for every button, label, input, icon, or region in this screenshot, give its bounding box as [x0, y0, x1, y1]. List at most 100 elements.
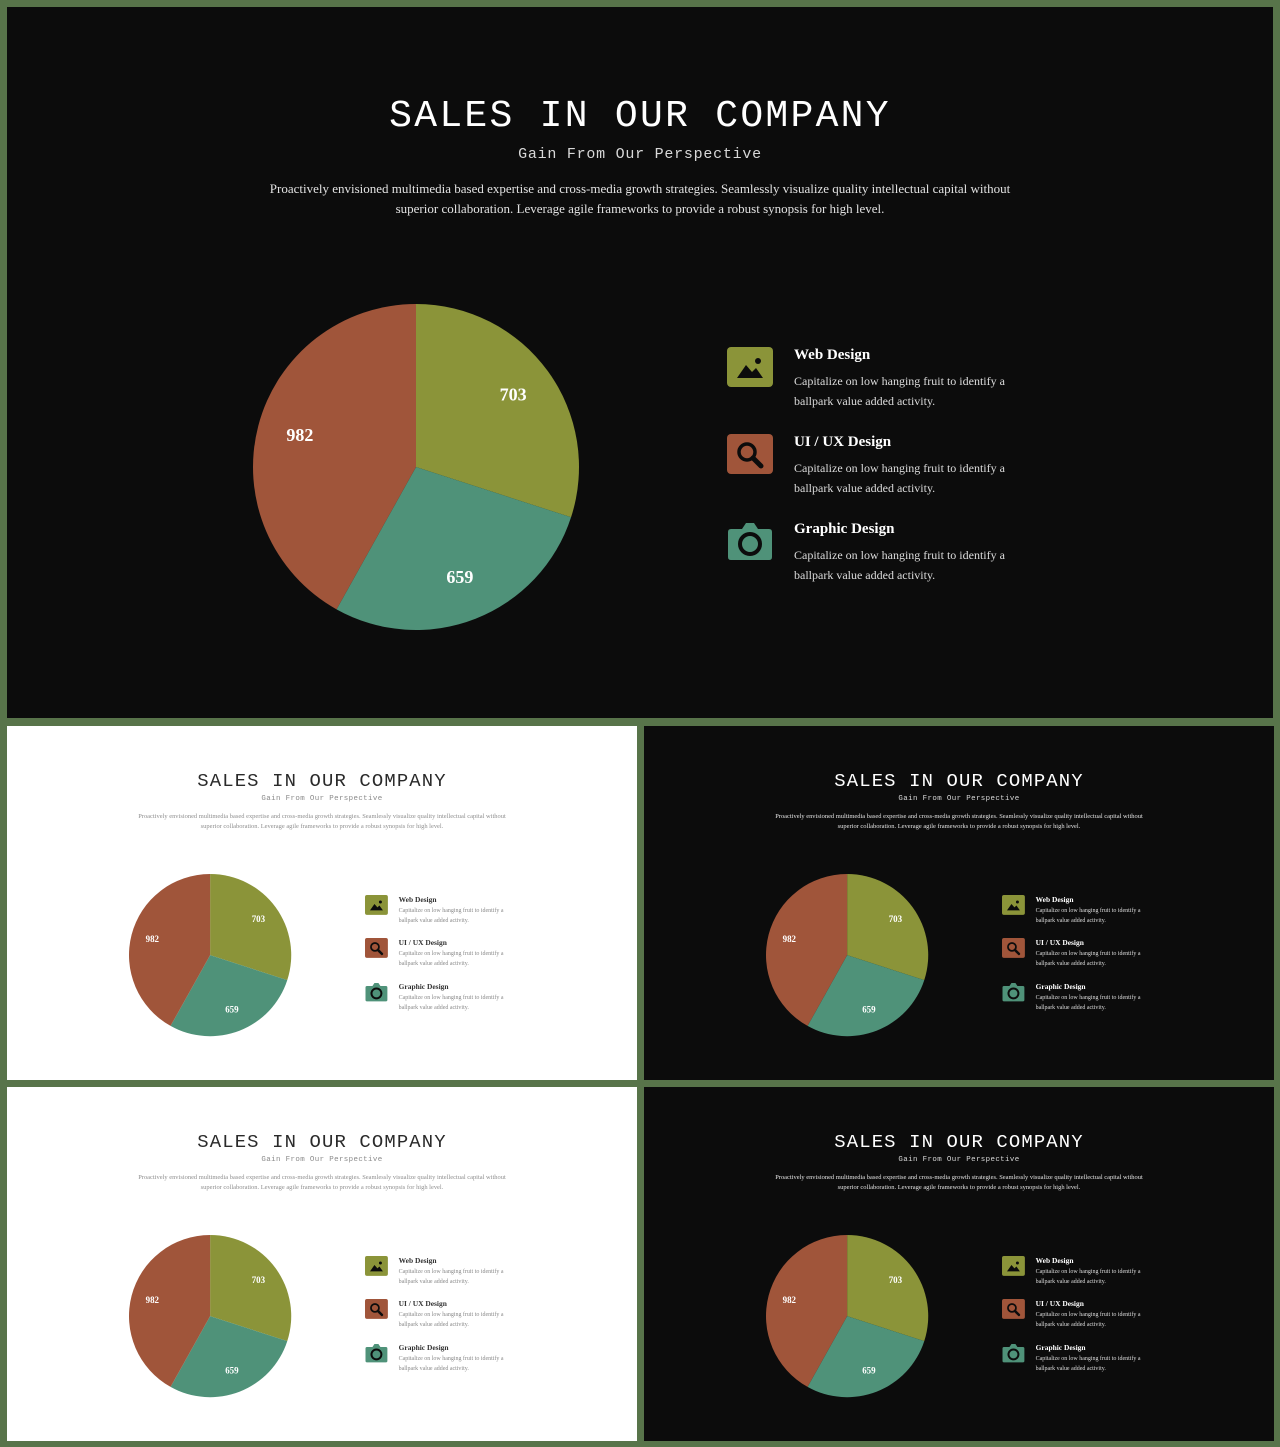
slide-description: Proactively envisioned multimedia based … — [775, 812, 1143, 830]
image-icon — [365, 895, 389, 916]
thumbnail-slide-2: SALES IN OUR COMPANY Gain From Our Perspe… — [644, 726, 1274, 1080]
slide-subtitle: Gain From Our Perspective — [898, 795, 1020, 804]
thumbnail-slide-3: SALES IN OUR COMPANY Gain From Our Perspe… — [7, 1087, 637, 1441]
pie-slice-graphic-design — [170, 1315, 288, 1398]
slide-subtitle: Gain From Our Perspective — [898, 1156, 1020, 1165]
legend-title: Web Design — [1035, 1256, 1074, 1266]
image-icon — [365, 1256, 389, 1277]
slide-description: Proactively envisioned multimedia based … — [138, 1173, 506, 1191]
pie-slice-web-design — [210, 1234, 292, 1341]
pie-data-label: 659 — [226, 1366, 240, 1376]
pie-data-label: 703 — [252, 1275, 266, 1285]
legend-description: Capitalize on low hanging fruit to ident… — [398, 908, 504, 925]
legend-description: Capitalize on low hanging fruit to ident… — [1035, 951, 1141, 968]
legend-title: Graphic Design — [1035, 1342, 1086, 1352]
camera-icon — [1002, 1343, 1025, 1363]
pie-slice-graphic-design — [807, 1315, 925, 1398]
legend-description: Capitalize on low hanging fruit to ident… — [398, 1312, 504, 1329]
pie-data-label: 659 — [863, 1005, 877, 1015]
camera-icon — [1002, 982, 1025, 1002]
legend-description: Capitalize on low hanging fruit to ident… — [398, 951, 504, 968]
camera-icon — [365, 982, 388, 1002]
legend-description: Capitalize on low hanging fruit to ident… — [1035, 1269, 1141, 1286]
legend-title: UI / UX Design — [1035, 1299, 1084, 1309]
pie-slice-ui-ux-design — [129, 1234, 211, 1387]
pie-data-label: 659 — [863, 1366, 877, 1376]
pie-data-label: 703 — [889, 1275, 903, 1285]
pie-data-label: 659 — [226, 1005, 240, 1015]
legend-description: Capitalize on low hanging fruit to ident… — [398, 994, 504, 1011]
search-icon — [1002, 938, 1026, 959]
pie-data-label: 982 — [286, 425, 313, 445]
pie-slice-ui-ux-design — [253, 304, 416, 610]
pie-chart: 703 659 982 — [766, 873, 929, 1037]
legend-description: Capitalize on low hanging fruit to ident… — [794, 548, 1005, 582]
pie-data-label: 659 — [446, 567, 473, 587]
camera-icon — [365, 1343, 388, 1363]
slide-title: SALES IN OUR COMPANY — [834, 1130, 1084, 1153]
image-icon — [727, 347, 773, 387]
legend-title: Graphic Design — [794, 521, 895, 537]
slide-title: SALES IN OUR COMPANY — [197, 1130, 447, 1153]
pie-data-label: 703 — [500, 385, 527, 405]
pie-data-label: 982 — [783, 934, 797, 944]
thumbnail-slide-1: SALES IN OUR COMPANY Gain From Our Perspe… — [7, 726, 637, 1080]
legend-title: Graphic Design — [398, 981, 449, 991]
pie-chart: 703 659 982 — [766, 1234, 929, 1398]
legend-title: Web Design — [398, 895, 437, 905]
pie-slice-web-design — [847, 873, 929, 980]
pie-chart: 703 659 982 — [253, 304, 579, 630]
legend-title: UI / UX Design — [398, 938, 447, 948]
camera-icon — [727, 521, 773, 561]
legend-description: Capitalize on low hanging fruit to ident… — [1035, 994, 1141, 1011]
pie-data-label: 982 — [146, 1295, 160, 1305]
image-icon — [1002, 1256, 1026, 1277]
legend-description: Capitalize on low hanging fruit to ident… — [1035, 908, 1141, 925]
pie-slice-web-design — [847, 1234, 929, 1341]
image-icon — [1002, 895, 1026, 916]
legend-title: UI / UX Design — [398, 1299, 447, 1309]
legend-title: UI / UX Design — [794, 434, 892, 450]
thumbnail-slide-4: SALES IN OUR COMPANY Gain From Our Perspe… — [644, 1087, 1274, 1441]
slide-description: Proactively envisioned multimedia based … — [775, 1173, 1143, 1191]
slide-description: Proactively envisioned multimedia based … — [138, 812, 506, 830]
slide-subtitle: Gain From Our Perspective — [261, 1156, 383, 1165]
search-icon — [727, 434, 773, 474]
search-icon — [365, 938, 389, 959]
slide-title: SALES IN OUR COMPANY — [197, 769, 447, 792]
pie-slice-graphic-design — [336, 467, 572, 630]
legend-title: Graphic Design — [398, 1342, 449, 1352]
slide-description: Proactively envisioned multimedia based … — [269, 181, 1011, 216]
pie-slice-ui-ux-design — [766, 873, 848, 1026]
legend-description: Capitalize on low hanging fruit to ident… — [398, 1355, 504, 1372]
slide-subtitle: Gain From Our Perspective — [518, 146, 762, 163]
legend-description: Capitalize on low hanging fruit to ident… — [794, 374, 1005, 408]
legend-title: Web Design — [398, 1256, 437, 1266]
pie-slice-web-design — [416, 304, 579, 518]
legend-description: Capitalize on low hanging fruit to ident… — [1035, 1355, 1141, 1372]
pie-data-label: 703 — [252, 914, 266, 924]
pie-slice-web-design — [210, 873, 292, 980]
pie-slice-graphic-design — [807, 954, 925, 1037]
pie-data-label: 703 — [889, 914, 903, 924]
pie-chart: 703 659 982 — [129, 873, 292, 1037]
pie-slice-graphic-design — [170, 954, 288, 1037]
search-icon — [1002, 1299, 1026, 1320]
legend-title: UI / UX Design — [1035, 938, 1084, 948]
pie-data-label: 982 — [146, 934, 160, 944]
legend-title: Web Design — [1035, 895, 1074, 905]
legend-title: Web Design — [794, 347, 871, 363]
slide-title: SALES IN OUR COMPANY — [389, 95, 891, 138]
slide-subtitle: Gain From Our Perspective — [261, 795, 383, 804]
pie-chart: 703 659 982 — [129, 1234, 292, 1398]
pie-slice-ui-ux-design — [766, 1234, 848, 1387]
legend-title: Graphic Design — [1035, 981, 1086, 991]
legend-description: Capitalize on low hanging fruit to ident… — [1035, 1312, 1141, 1329]
pie-slice-ui-ux-design — [129, 873, 211, 1026]
main-slide: SALES IN OUR COMPANY Gain From Our Perspe… — [7, 7, 1273, 718]
legend-description: Capitalize on low hanging fruit to ident… — [794, 461, 1005, 495]
pie-data-label: 982 — [783, 1295, 797, 1305]
search-icon — [365, 1299, 389, 1320]
legend-description: Capitalize on low hanging fruit to ident… — [398, 1269, 504, 1286]
slide-title: SALES IN OUR COMPANY — [834, 769, 1084, 792]
